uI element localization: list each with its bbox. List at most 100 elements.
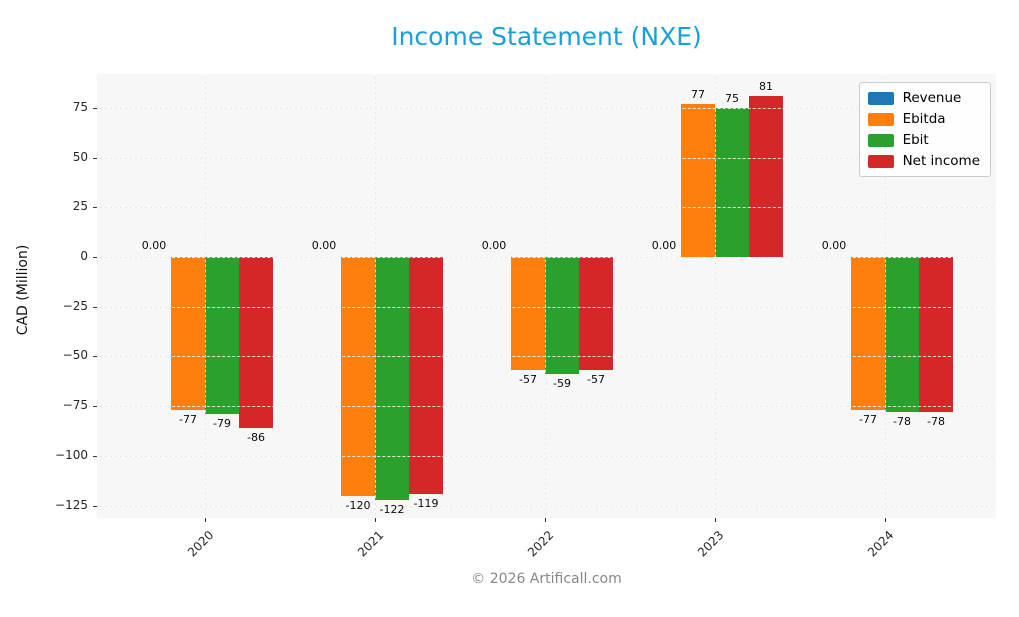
x-tick-label-text: 2022 — [525, 528, 557, 560]
x-tick-label-text: 2024 — [865, 528, 897, 560]
bar-value-label: 81 — [759, 79, 773, 93]
gridline-horizontal-dash — [97, 257, 996, 258]
gridline-horizontal-dash — [97, 406, 996, 408]
bar-value-label: 0.00 — [481, 239, 507, 252]
gridline-horizontal-dash — [97, 157, 996, 159]
bar-value-label: -79 — [213, 417, 231, 431]
bar-value-label: -59 — [553, 377, 571, 391]
bar-value-label: -57 — [587, 373, 605, 387]
gridline-vertical-dash — [375, 74, 376, 518]
y-tick-mark — [93, 306, 97, 308]
legend-item: Ebitda — [867, 111, 980, 127]
bar-value-label: -78 — [927, 415, 945, 429]
gridline-horizontal-dash — [97, 356, 996, 358]
bar-ebit — [205, 257, 239, 415]
legend-label: Revenue — [902, 90, 962, 106]
x-tick-label: 2022 — [437, 524, 556, 559]
x-tick-mark — [375, 518, 376, 522]
legend-item: Net income — [867, 153, 980, 169]
bar-value-label: 77 — [691, 87, 705, 101]
y-tick-label: −50 — [62, 348, 88, 363]
bar-value-label: -120 — [345, 498, 371, 512]
y-tick-label: −100 — [55, 447, 88, 462]
bar-value-label: -122 — [379, 502, 405, 516]
bar-value-label: 0.00 — [821, 239, 847, 252]
chart-title: Income Statement (NXE) — [391, 22, 702, 51]
x-tick-mark — [885, 518, 886, 522]
bar-net-income — [919, 257, 953, 413]
bar-value-label: -57 — [519, 373, 537, 387]
gridline-horizontal-dash — [97, 455, 996, 457]
x-tick-label: 2021 — [267, 524, 386, 559]
y-tick-label: −75 — [62, 398, 88, 413]
gridline-horizontal-dash — [97, 306, 996, 308]
y-tick-mark — [93, 157, 97, 159]
bar-net-income — [409, 257, 443, 494]
bar-value-label: 0.00 — [651, 239, 677, 252]
x-tick-label-text: 2021 — [355, 528, 387, 560]
bar-value-label: -77 — [179, 413, 197, 427]
gridline-vertical-dash — [715, 74, 716, 518]
footer-text: © 2026 Artificall.com — [471, 571, 622, 587]
y-tick-label: 0 — [80, 249, 88, 263]
y-tick-mark — [93, 207, 97, 209]
bar-net-income — [239, 257, 273, 429]
legend-item: Ebit — [867, 132, 980, 148]
legend-swatch — [867, 154, 894, 168]
y-tick-label: −25 — [62, 298, 88, 313]
legend-swatch — [867, 133, 894, 147]
x-tick-label: 2024 — [777, 524, 896, 559]
bar-net-income — [749, 95, 783, 257]
gridline-horizontal-dash — [97, 107, 996, 109]
gridline-horizontal-dash — [97, 505, 996, 507]
bar-ebitda — [171, 257, 205, 411]
legend-item: Revenue — [867, 90, 980, 106]
x-tick-label-text: 2020 — [185, 528, 217, 560]
x-tick-label: 2020 — [97, 524, 216, 559]
y-tick-mark — [93, 406, 97, 408]
bar-net-income — [579, 257, 613, 371]
bar-ebitda — [851, 257, 885, 411]
x-tick-label-text: 2023 — [695, 528, 727, 560]
bar-value-label: 0.00 — [141, 239, 167, 252]
legend-swatch — [867, 112, 894, 126]
gridline-vertical-dash — [545, 74, 546, 518]
bar-ebit — [545, 257, 579, 375]
bar-value-label: 75 — [725, 91, 739, 105]
y-tick-mark — [93, 505, 97, 507]
y-tick-label: 25 — [72, 199, 88, 214]
bar-ebitda — [511, 257, 545, 371]
y-tick-label: 50 — [72, 149, 88, 164]
bar-value-label: -77 — [859, 413, 877, 427]
bar-value-label: -78 — [893, 415, 911, 429]
y-tick-mark — [93, 356, 97, 358]
legend-label: Ebitda — [902, 111, 946, 127]
plot-area: Revenue Ebitda Ebit Net income 0.00 0.00 0.00… — [97, 74, 996, 518]
bar-ebit — [885, 257, 919, 413]
gridline-horizontal-dash — [97, 207, 996, 209]
y-tick-mark — [93, 257, 97, 258]
bar-ebit — [375, 257, 409, 500]
x-tick-mark — [205, 518, 206, 522]
x-tick-mark — [545, 518, 546, 522]
bar-value-label: 0.00 — [311, 239, 337, 252]
x-tick-mark — [715, 518, 716, 522]
bar-ebitda — [681, 103, 715, 257]
gridline-vertical-dash — [205, 74, 206, 518]
y-tick-mark — [93, 455, 97, 457]
y-axis-label: CAD (Million) — [15, 244, 31, 336]
y-tick-label: 75 — [72, 99, 88, 114]
x-tick-label: 2023 — [607, 524, 726, 559]
legend-label: Ebit — [902, 132, 929, 148]
bar-value-label: -119 — [413, 496, 439, 510]
legend-swatch — [867, 91, 894, 105]
y-tick-label: −125 — [55, 497, 88, 512]
y-tick-mark — [93, 107, 97, 109]
bar-value-label: -86 — [247, 431, 265, 445]
gridline-vertical-dash — [885, 74, 886, 518]
legend-label: Net income — [902, 153, 980, 169]
bar-ebit — [715, 107, 749, 257]
legend: Revenue Ebitda Ebit Net income — [858, 82, 991, 177]
bar-ebitda — [341, 257, 375, 496]
